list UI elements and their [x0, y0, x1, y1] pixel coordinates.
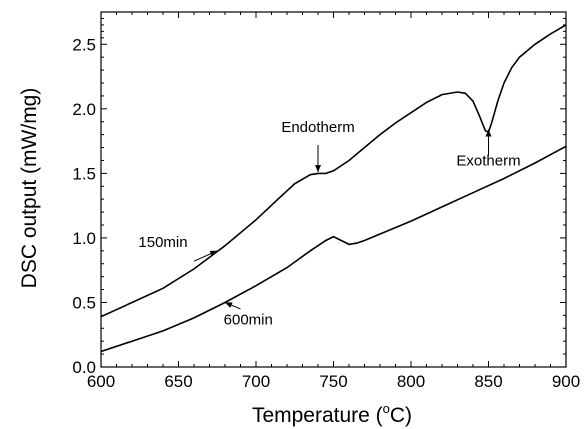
series-line-150min — [100, 24, 567, 318]
y-tick-label: 2.0 — [72, 100, 96, 119]
x-tick-label: 850 — [474, 372, 502, 391]
y-tick-label: 0.5 — [72, 293, 96, 312]
x-axis-title: Temperature (oC) — [252, 401, 412, 427]
x-tick-label: 650 — [164, 372, 192, 391]
x-tick-label: 800 — [397, 372, 425, 391]
annotation-arrow-head — [315, 165, 321, 173]
x-tick-label: 700 — [242, 372, 270, 391]
annotation-arrow-head — [485, 129, 492, 137]
axes-group: 600 650 700 750 800 850 900 0.0 0.5 1.0 1.5 2.0 2.5 — [72, 11, 580, 391]
y-axis-title: DSC output (mW/mg) — [18, 88, 41, 289]
series-line-600min — [100, 145, 567, 353]
annotation-arrow-head — [209, 250, 218, 257]
y-tick-label: 1.0 — [72, 229, 96, 248]
annotation-label: 600min — [224, 311, 273, 328]
x-tick-label: 900 — [552, 372, 580, 391]
series-group — [100, 24, 567, 353]
annotation-label: Endotherm — [281, 119, 354, 136]
annotation-label: 150min — [138, 234, 187, 251]
plot-frame — [100, 11, 567, 368]
y-tick-label: 0.0 — [72, 358, 96, 377]
x-tick-label: 750 — [319, 372, 347, 391]
y-tick-label: 1.5 — [72, 164, 96, 183]
annotation-label: Exotherm — [456, 153, 520, 170]
annotation-arrow-head — [225, 302, 233, 308]
annotations-group: Endotherm Exotherm 150min 600min — [138, 119, 520, 328]
y-tick-label: 2.5 — [72, 35, 96, 54]
x-tick-label: 600 — [87, 372, 115, 391]
